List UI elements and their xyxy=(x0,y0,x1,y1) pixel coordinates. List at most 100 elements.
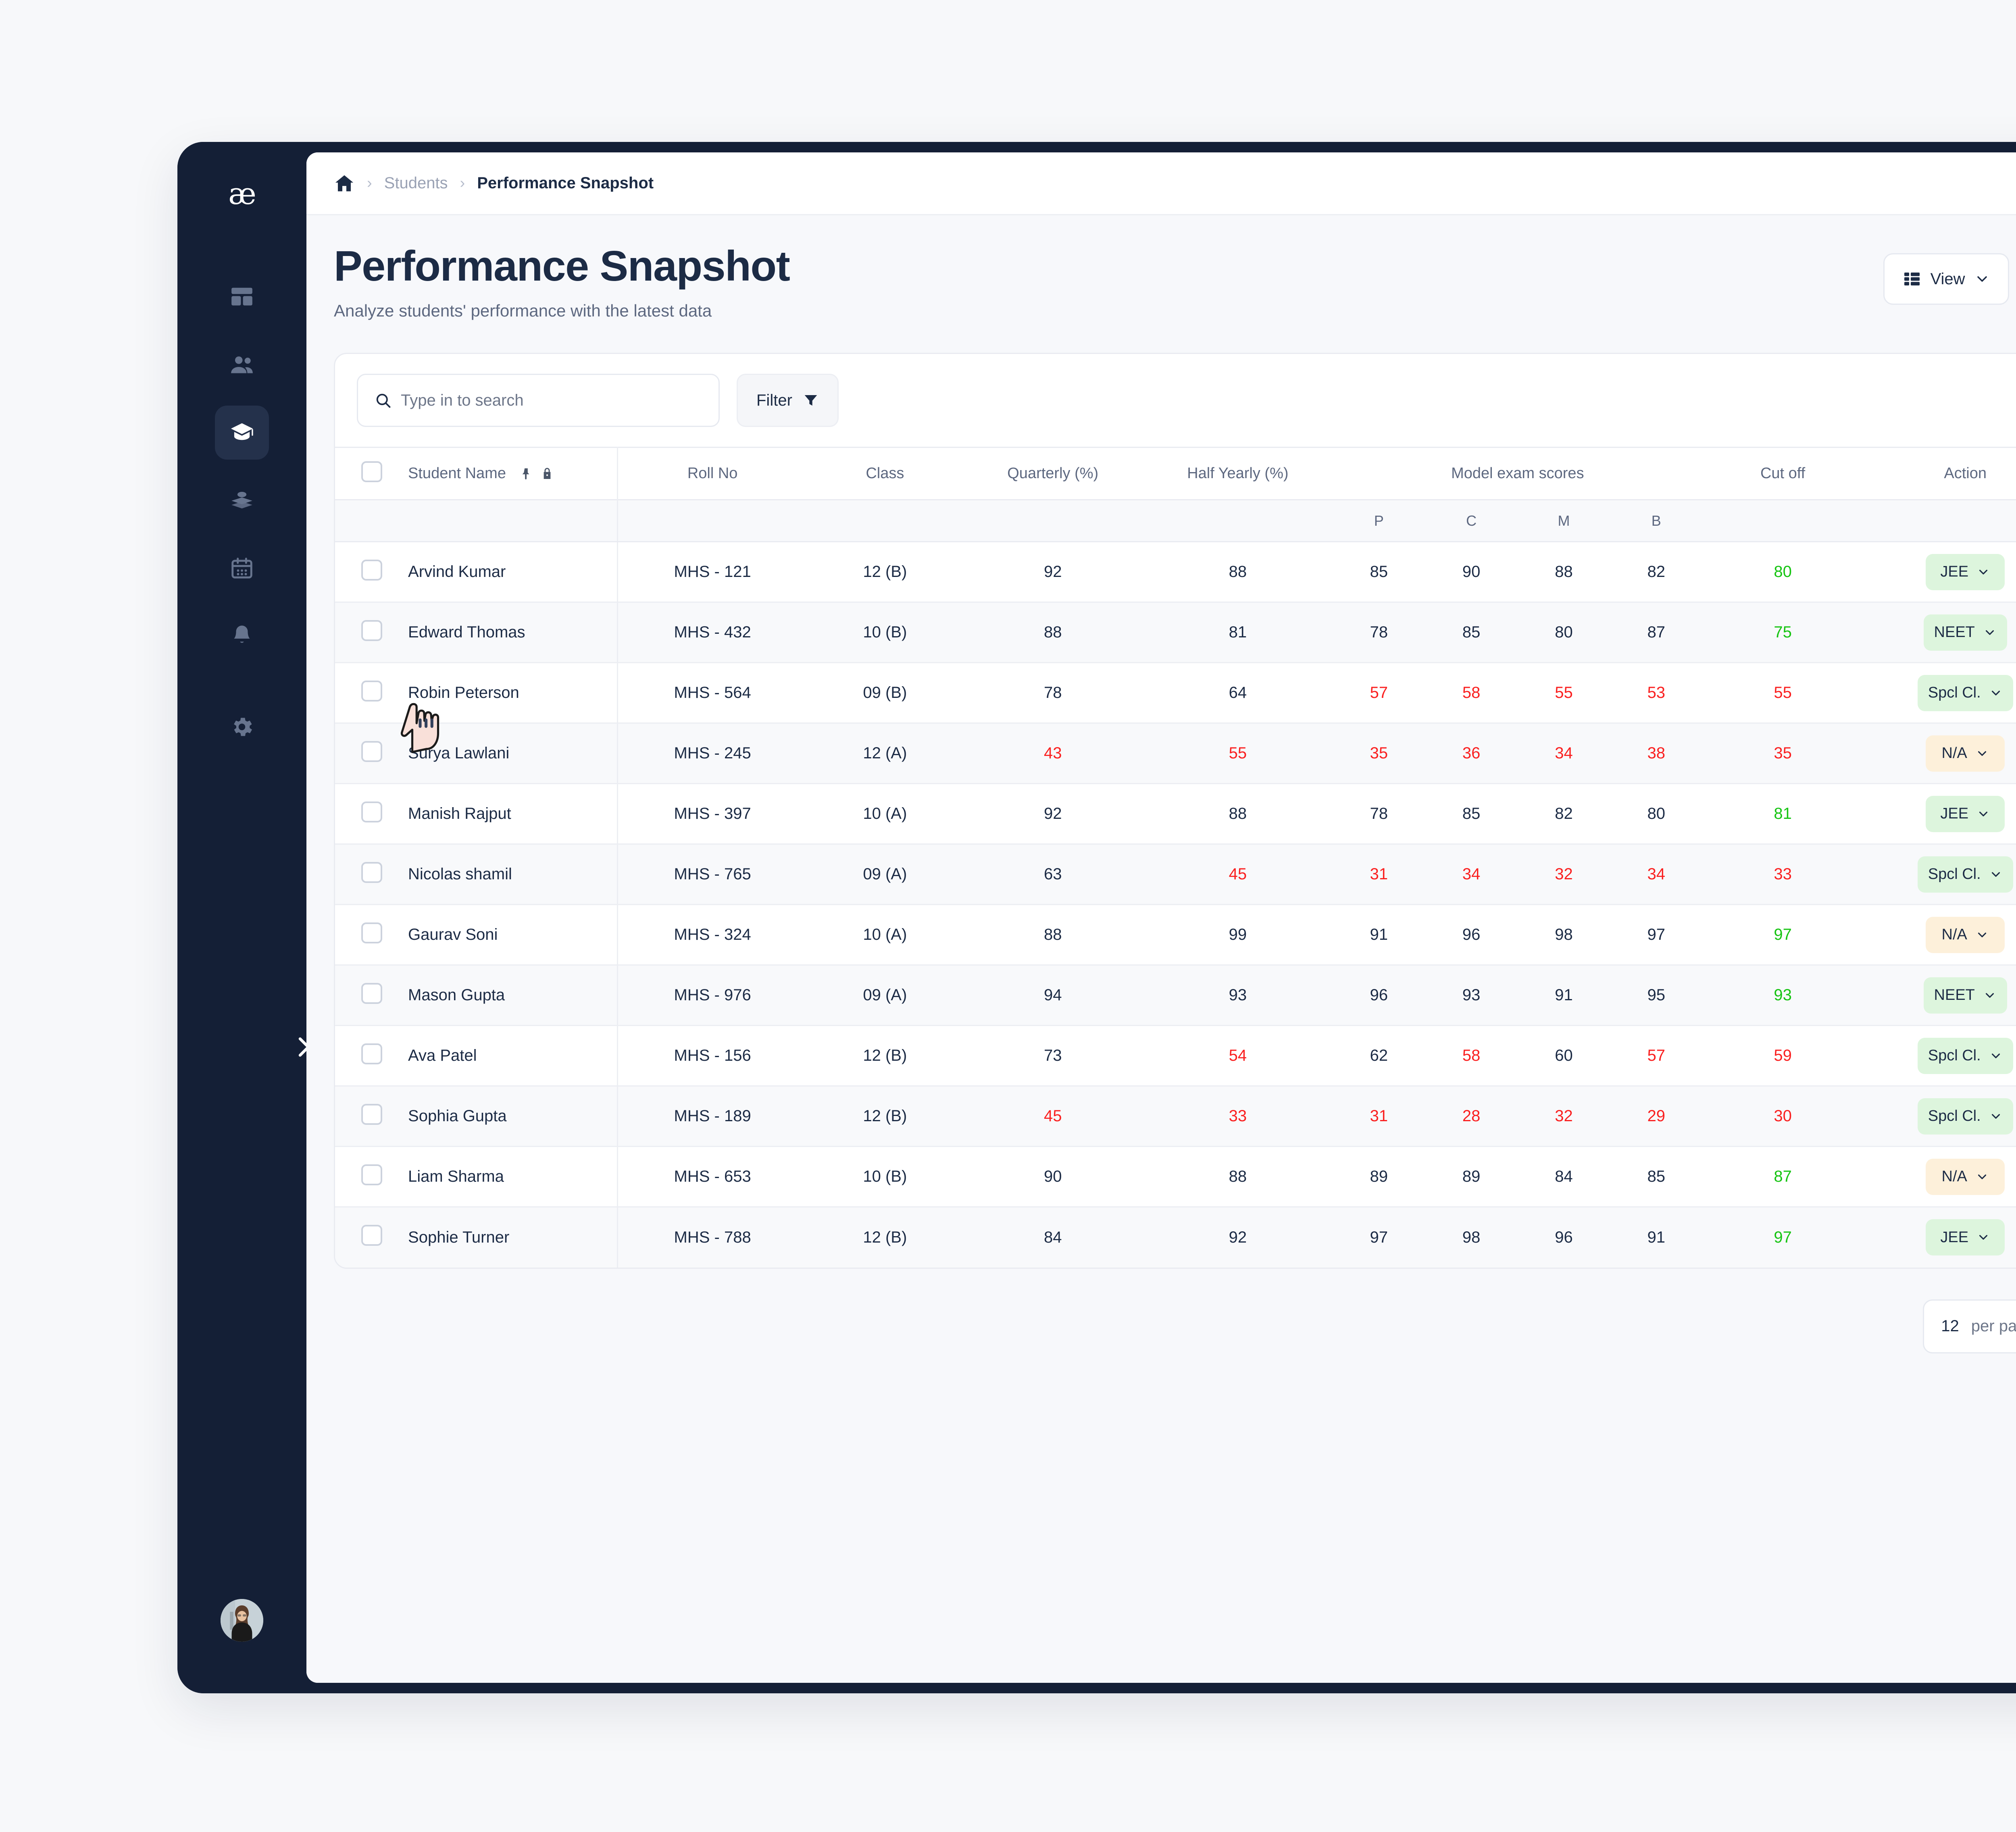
cell-roll-no: MHS - 432 xyxy=(617,602,807,663)
cell-student-name: Arvind Kumar xyxy=(408,541,618,603)
cell-student-name: Liam Sharma xyxy=(408,1146,618,1207)
pin-icon[interactable] xyxy=(519,467,533,481)
row-checkbox[interactable] xyxy=(361,559,382,581)
search-input[interactable]: Type in to search xyxy=(357,374,720,427)
column-header-quarterly[interactable]: Quarterly (%) xyxy=(962,447,1143,500)
funnel-icon xyxy=(804,395,817,406)
row-select-cell xyxy=(335,723,408,784)
users-icon xyxy=(229,352,254,377)
mouse-cursor xyxy=(399,694,452,755)
view-button[interactable]: View xyxy=(1883,253,2009,305)
cell-student-name: Sophie Turner xyxy=(408,1207,618,1268)
row-checkbox[interactable] xyxy=(361,1164,382,1185)
cell-roll-no: MHS - 564 xyxy=(617,662,807,724)
column-header-cut-off[interactable]: Cut off xyxy=(1702,447,1863,500)
cell-action: N/A xyxy=(1863,904,2016,966)
action-badge[interactable]: NEET xyxy=(1923,977,2007,1014)
row-checkbox[interactable] xyxy=(361,1103,382,1125)
cell-class: 12 (B) xyxy=(807,1025,963,1087)
action-badge[interactable]: JEE xyxy=(1926,795,2005,832)
row-checkbox[interactable] xyxy=(361,922,382,943)
cell-model-m: 96 xyxy=(1517,1207,1610,1268)
cell-model-m: 55 xyxy=(1517,662,1610,724)
table-row[interactable]: Nicolas shamil MHS - 765 09 (A) 63 45 31 34 32 3… xyxy=(335,844,2016,905)
cell-half-yearly: 33 xyxy=(1143,1086,1333,1147)
table-row[interactable]: Manish Rajput MHS - 397 10 (A) 92 88 78 85 82 80… xyxy=(335,783,2016,845)
action-badge[interactable]: Spcl Cl. xyxy=(1917,675,2013,711)
app-window: æ xyxy=(177,142,2016,1693)
breadcrumb-item-students[interactable]: Students xyxy=(384,174,448,192)
sidebar-item-dashboard[interactable] xyxy=(215,270,269,324)
column-header-model-exam-scores[interactable]: Model exam scores xyxy=(1333,447,1703,500)
action-badge[interactable]: JEE xyxy=(1926,554,2005,590)
select-all-checkbox[interactable] xyxy=(361,461,382,482)
table-row[interactable]: Ava Patel MHS - 156 12 (B) 73 54 62 58 60 57 59 Sp… xyxy=(335,1025,2016,1087)
column-header-roll-no[interactable]: Roll No xyxy=(617,447,807,500)
row-checkbox[interactable] xyxy=(361,620,382,641)
action-badge[interactable]: Spcl Cl. xyxy=(1917,1037,2013,1074)
table-row[interactable]: Liam Sharma MHS - 653 10 (B) 90 88 89 89 84 85 87… xyxy=(335,1146,2016,1207)
cell-student-name: Manish Rajput xyxy=(408,783,618,845)
cell-model-m: 84 xyxy=(1517,1146,1610,1207)
action-badge[interactable]: NEET xyxy=(1923,614,2007,651)
avatar[interactable] xyxy=(221,1599,263,1642)
cell-action: JEE xyxy=(1863,783,2016,845)
table-row[interactable]: Arvind Kumar MHS - 121 12 (B) 92 88 85 90 88 82 8… xyxy=(335,541,2016,603)
page-body: Performance Snapshot Analyze students' p… xyxy=(306,215,2016,1683)
sidebar-item-settings[interactable] xyxy=(215,700,269,754)
row-checkbox[interactable] xyxy=(361,862,382,883)
table-row[interactable]: Edward Thomas MHS - 432 10 (B) 88 81 78 85 80 87… xyxy=(335,602,2016,663)
action-badge[interactable]: Spcl Cl. xyxy=(1917,1098,2013,1135)
table-row[interactable]: Robin Peterson MHS - 564 09 (B) 78 64 57 58 55 5… xyxy=(335,662,2016,724)
sidebar-item-notifications[interactable] xyxy=(215,609,269,663)
table-row[interactable]: Mason Gupta MHS - 976 09 (A) 94 93 96 93 91 95 93… xyxy=(335,965,2016,1026)
chevron-down-icon xyxy=(1979,1235,1988,1240)
action-badge[interactable]: Spcl Cl. xyxy=(1917,856,2013,893)
row-checkbox[interactable] xyxy=(361,1225,382,1246)
table-row[interactable]: Sophie Turner MHS - 788 12 (B) 84 92 97 98 96 91… xyxy=(335,1207,2016,1268)
cell-half-yearly: 88 xyxy=(1143,541,1333,603)
cell-cut-off: 87 xyxy=(1702,1146,1863,1207)
cell-student-name: Robin Peterson xyxy=(408,662,618,724)
sidebar-item-library[interactable] xyxy=(215,473,269,527)
app-logo[interactable]: æ xyxy=(228,177,256,211)
row-checkbox[interactable] xyxy=(361,801,382,822)
cell-class: 10 (B) xyxy=(807,1146,963,1207)
column-header-action[interactable]: Action xyxy=(1863,447,2016,500)
action-badge[interactable]: N/A xyxy=(1926,1158,2005,1195)
cell-model-c: 93 xyxy=(1425,965,1518,1026)
action-badge[interactable]: JEE xyxy=(1926,1219,2005,1256)
cell-model-m: 98 xyxy=(1517,904,1610,966)
cell-model-b: 38 xyxy=(1610,723,1703,784)
table-row[interactable]: Gaurav Soni MHS - 324 10 (A) 88 99 91 96 98 97 97… xyxy=(335,904,2016,966)
cell-model-c: 90 xyxy=(1425,541,1518,603)
cell-quarterly: 73 xyxy=(962,1025,1143,1087)
sidebar-item-students[interactable] xyxy=(215,406,269,460)
filter-button[interactable]: Filter xyxy=(737,374,839,427)
cell-model-p: 35 xyxy=(1333,723,1425,784)
per-page-selector[interactable]: 12 per page xyxy=(1923,1299,2016,1353)
table-row[interactable]: Sophia Gupta MHS - 189 12 (B) 45 33 31 28 32 29 3… xyxy=(335,1086,2016,1147)
cell-quarterly: 88 xyxy=(962,904,1143,966)
column-header-student-name[interactable]: Student Name xyxy=(408,447,618,500)
cell-action: N/A xyxy=(1863,723,2016,784)
column-header-class[interactable]: Class xyxy=(807,447,963,500)
cell-model-b: 97 xyxy=(1610,904,1703,966)
row-checkbox[interactable] xyxy=(361,1043,382,1064)
breadcrumb-item-current: Performance Snapshot xyxy=(477,174,654,192)
home-icon[interactable] xyxy=(334,173,355,194)
action-badge-label: Spcl Cl. xyxy=(1928,1108,1981,1124)
cell-action: Spcl Cl. xyxy=(1863,1086,2016,1147)
row-checkbox[interactable] xyxy=(361,680,382,702)
sidebar-item-calendar[interactable] xyxy=(215,541,269,595)
row-checkbox[interactable] xyxy=(361,741,382,762)
cell-model-b: 53 xyxy=(1610,662,1703,724)
table-subheader-row: P C M B xyxy=(335,499,2016,542)
action-badge[interactable]: N/A xyxy=(1926,916,2005,953)
sidebar-item-users[interactable] xyxy=(215,338,269,392)
lock-icon[interactable] xyxy=(540,467,554,481)
column-header-half-yearly[interactable]: Half Yearly (%) xyxy=(1143,447,1333,500)
row-checkbox[interactable] xyxy=(361,983,382,1004)
table-row[interactable]: Surya Lawlani MHS - 245 12 (A) 43 55 35 36 34 38… xyxy=(335,723,2016,784)
action-badge[interactable]: N/A xyxy=(1926,735,2005,772)
